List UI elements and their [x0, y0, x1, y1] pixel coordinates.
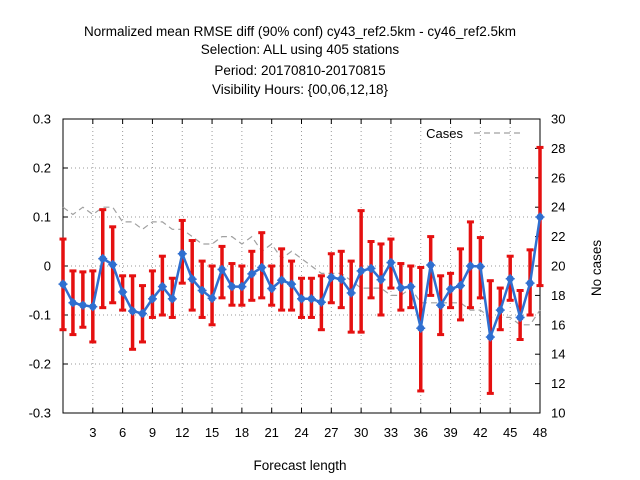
axes: 3 6 9 12 15 18 21 24 27 30 33 36 39 42 45 480.30.20.10-… [29, 112, 566, 441]
x-tick-label: 30 [354, 425, 368, 440]
y2-tick-label: 16 [551, 317, 565, 332]
y-tick-label: 0.3 [33, 112, 51, 127]
y2-tick-label: 10 [551, 406, 565, 421]
chart-title-line-3: Period: 20170810-20170815 [214, 63, 385, 78]
chart-title-line-1: Normalized mean RMSE diff (90% conf) cy4… [84, 24, 516, 39]
y2-tick-label: 20 [551, 259, 565, 274]
x-tick-label: 18 [235, 425, 249, 440]
chart-title-line-4: Visibility Hours: {00,06,12,18} [212, 82, 389, 97]
legend-label-cases: Cases [426, 126, 463, 141]
y2-tick-label: 26 [551, 170, 565, 185]
x-tick-label: 3 [89, 425, 96, 440]
chart-title-line-2: Selection: ALL using 405 stations [201, 42, 400, 57]
x-tick-label: 15 [205, 425, 219, 440]
y-tick-label: -0.1 [29, 308, 51, 323]
diff-series [58, 212, 545, 342]
x-tick-label: 39 [443, 425, 457, 440]
y-tick-label: 0.2 [33, 161, 51, 176]
x-tick-label: 24 [294, 425, 308, 440]
x-tick-label: 42 [473, 425, 487, 440]
y-tick-label: -0.3 [29, 406, 51, 421]
x-tick-label: 12 [175, 425, 189, 440]
y2-axis-label: No cases [589, 240, 604, 297]
y-tick-label: 0.1 [33, 210, 51, 225]
y2-tick-label: 28 [551, 141, 565, 156]
x-tick-label: 48 [533, 425, 547, 440]
legend: Cases [426, 126, 520, 141]
y2-tick-label: 14 [551, 347, 565, 362]
x-tick-label: 6 [119, 425, 126, 440]
y-tick-label: -0.2 [29, 357, 51, 372]
chart-title-block: Normalized mean RMSE diff (90% conf) cy4… [84, 24, 516, 97]
y-tick-label: 0 [44, 259, 51, 274]
x-axis-label: Forecast length [253, 458, 346, 473]
x-tick-label: 36 [414, 425, 428, 440]
x-tick-label: 21 [264, 425, 278, 440]
x-tick-label: 27 [324, 425, 338, 440]
x-tick-label: 9 [149, 425, 156, 440]
y2-tick-label: 30 [551, 112, 565, 127]
y2-tick-label: 24 [551, 200, 565, 215]
y2-tick-label: 18 [551, 288, 565, 303]
y2-tick-label: 12 [551, 376, 565, 391]
x-tick-label: 33 [384, 425, 398, 440]
x-tick-label: 45 [503, 425, 517, 440]
y2-tick-label: 22 [551, 229, 565, 244]
